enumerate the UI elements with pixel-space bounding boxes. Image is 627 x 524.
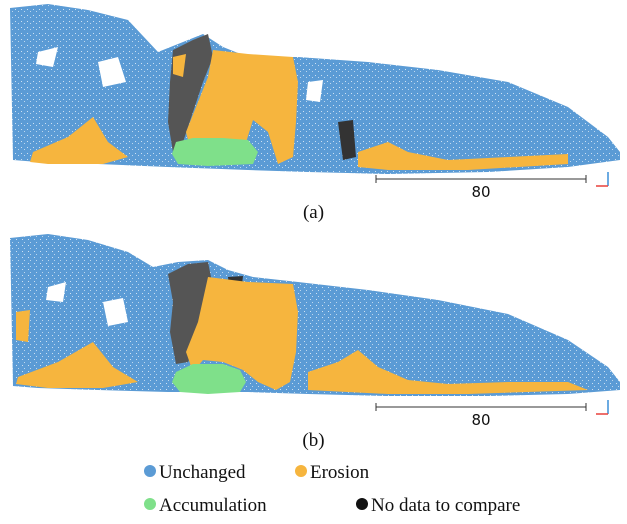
scale-label-b: 80 [471,411,490,427]
point-cloud-panel-b: 80 [8,232,623,427]
point-cloud-b: 80 [10,234,620,427]
region-accumulation-b [172,364,246,394]
region-erosion [186,50,298,164]
point-cloud-a: 80 [10,4,620,197]
scale-label-a: 80 [471,183,490,197]
accumulation-swatch-icon [144,498,156,510]
erosion-swatch-icon [295,465,307,477]
legend-item-unchanged: Unchanged [144,462,246,484]
unchanged-swatch-icon [144,465,156,477]
region-erosion-b [186,277,298,390]
region-unchanged-b [10,234,620,396]
region-accumulation [172,138,258,166]
region-no-data-b [168,262,213,364]
caption-a: (a) [302,202,325,223]
caption-b: (b) [302,430,325,451]
point-cloud-panel-a: 80 [8,2,623,197]
no-data-swatch-icon [356,498,368,510]
legend-item-erosion: Erosion [295,462,369,484]
legend-item-accumulation: Accumulation [144,495,267,517]
legend-item-no-data: No data to compare [356,495,520,517]
